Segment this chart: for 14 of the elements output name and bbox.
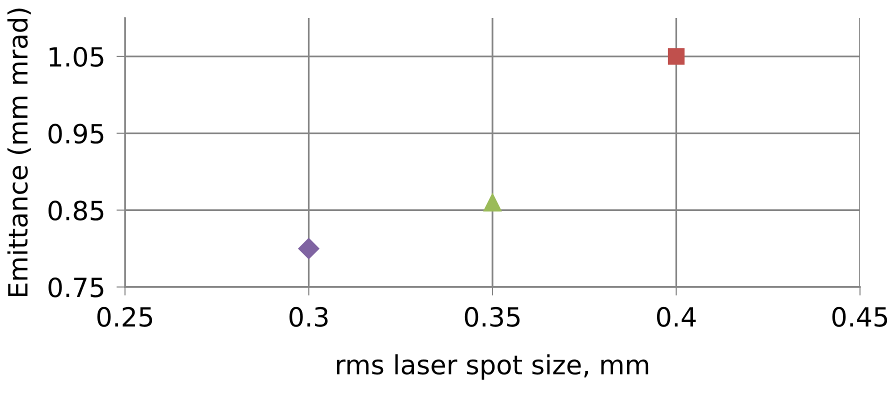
x-tick-label: 0.35 xyxy=(464,306,520,327)
point xyxy=(298,238,320,260)
x-tick-label: 0.25 xyxy=(97,306,152,327)
point xyxy=(483,193,502,212)
x-axis-title: rms laser spot size, mm xyxy=(337,354,648,380)
y-tick-label: 0.85 xyxy=(48,200,104,221)
point xyxy=(668,48,685,65)
y-tick-label: 0.95 xyxy=(48,124,104,144)
y-tick-label: 0.75 xyxy=(48,277,104,298)
x-tick-label: 0.4 xyxy=(657,306,696,327)
y-tick-label: 1.05 xyxy=(50,46,104,67)
x-tick-label: 0.3 xyxy=(290,306,328,327)
x-tick-label: 0.45 xyxy=(832,306,888,327)
y-axis-title: Emittance (mm mrad) xyxy=(7,8,31,296)
